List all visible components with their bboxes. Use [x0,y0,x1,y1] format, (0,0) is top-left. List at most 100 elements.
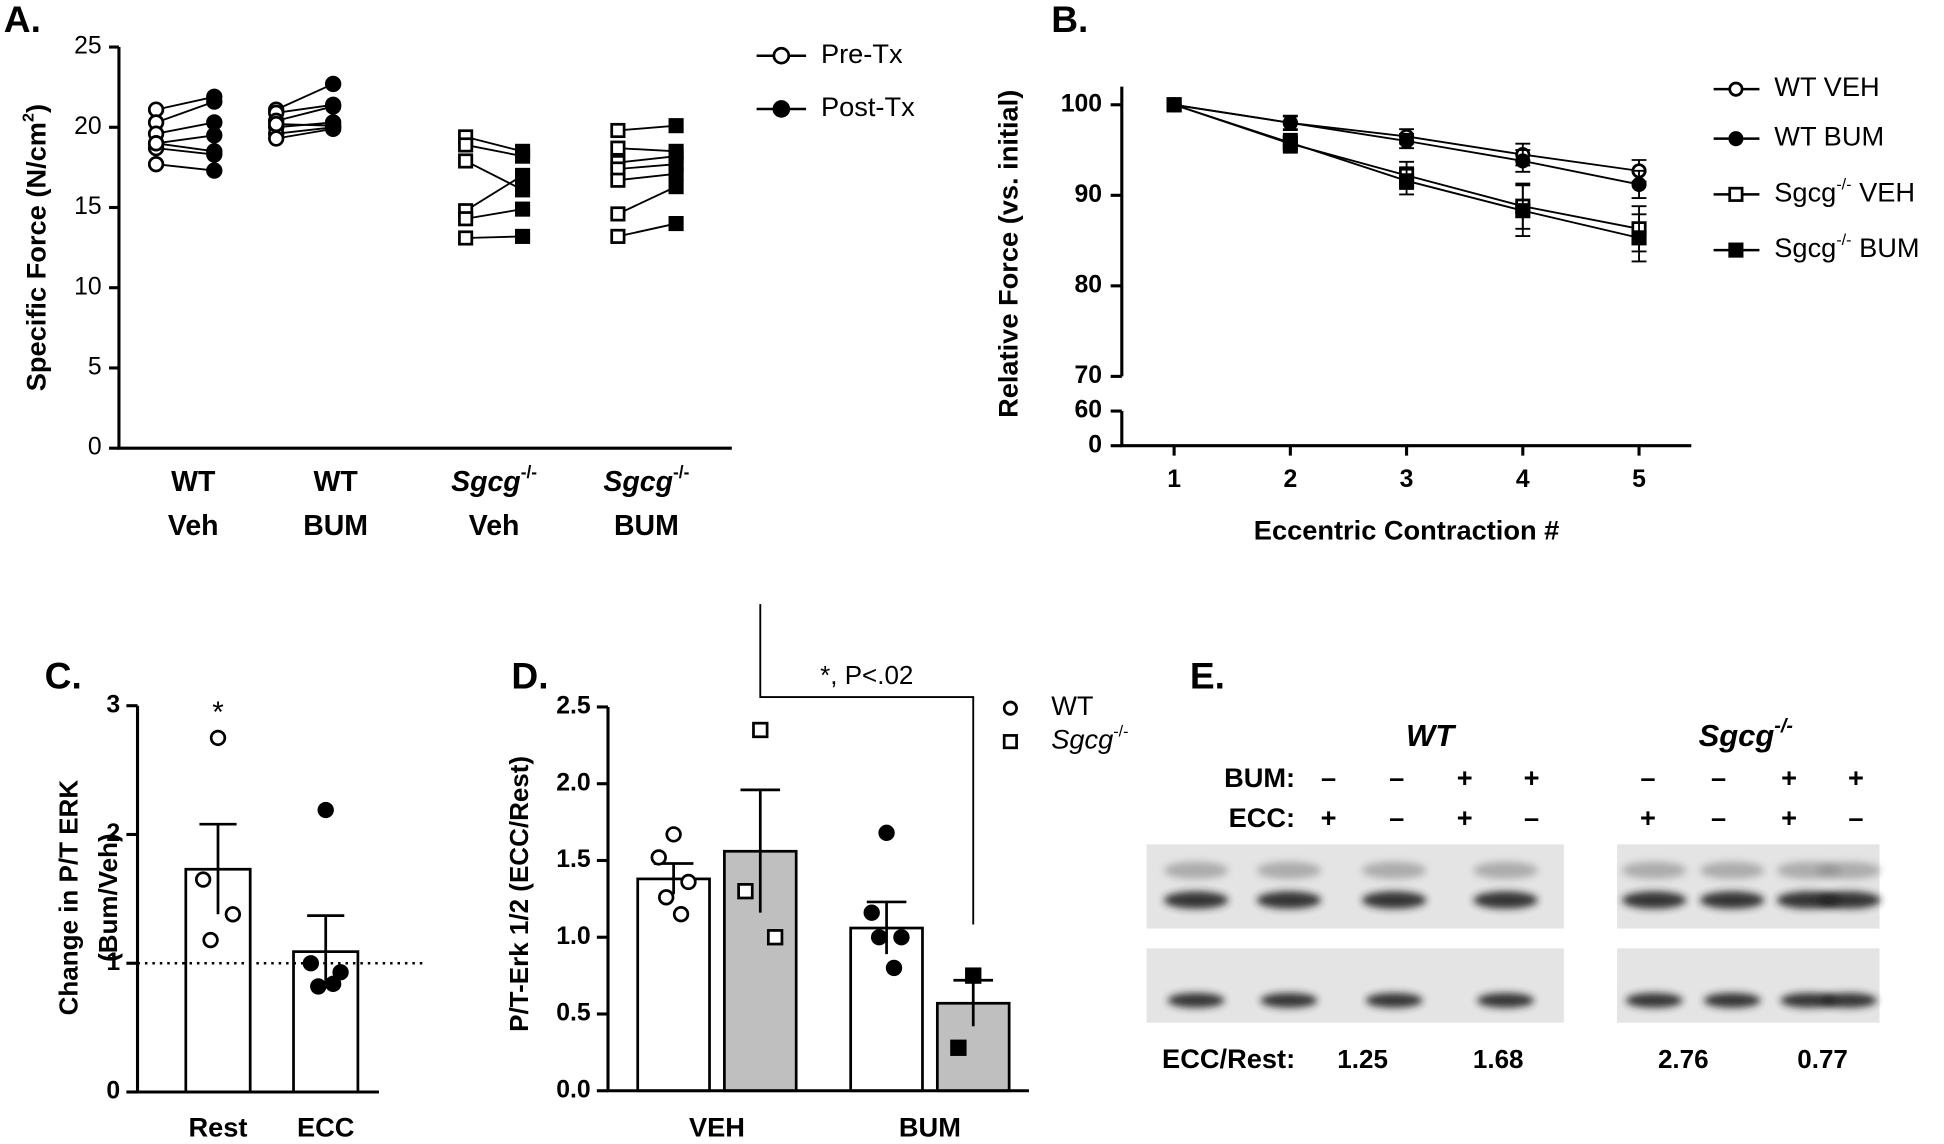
ratio: 0.77 [1797,1044,1848,1074]
band [1820,992,1878,1008]
x-tick-label: 3 [1400,466,1414,493]
treatment-sign: + [1848,762,1864,793]
label-part: WT [1406,718,1457,753]
band [1362,861,1427,880]
group-label: WT [1406,718,1457,753]
marker [268,115,285,133]
band [1473,861,1538,880]
treatment-sign: + [1781,762,1797,793]
pair-line [465,174,524,212]
y-tick-label: 2.5 [556,692,591,719]
marker [1515,203,1531,219]
pair-line [155,147,215,156]
label-part: ) [21,104,52,113]
marker [458,230,474,246]
label-part: WT [171,465,216,497]
pair-line [276,103,334,114]
x-tick-label: BUM [614,510,679,542]
label-part: Sgcg [1699,718,1775,753]
x-tick-label: BUM [899,1111,961,1142]
marker [206,127,223,144]
marker [1631,230,1647,246]
marker [206,143,223,160]
marker [147,135,165,152]
marker [324,975,342,993]
marker [650,849,667,866]
axis [1120,86,1692,448]
marker [332,964,349,981]
marker [1282,115,1298,131]
superscript: 2 [20,113,38,122]
ratio: 1.68 [1473,1044,1524,1074]
y-tick-label: 0 [1088,431,1102,458]
marker [1002,700,1018,716]
treatment-sign: – [1848,802,1863,833]
label-part: Sgcg [1774,232,1836,263]
marker [458,211,474,227]
marker [1728,186,1744,202]
label-part: Sgcg [603,465,673,497]
y-tick-label: 90 [1074,181,1102,208]
superscript: -/- [1836,176,1851,194]
marker [893,929,910,946]
label-part: Sgcg [1051,724,1113,755]
y-axis-label: P/T-Erk 1/2 (ECC/Rest) [504,756,534,1032]
error-bar [740,788,781,913]
band [1256,891,1322,909]
legend-marker [772,46,791,65]
marker [1728,81,1744,97]
error-bar [866,900,907,955]
marker [194,871,212,888]
marker [268,130,285,147]
label: WT VEH [1774,71,1879,102]
pair-line [465,235,523,239]
error-bar [307,914,345,988]
marker [206,162,223,179]
band [1622,891,1687,909]
label: Sgcg-/- BUM [1774,231,1919,263]
treatment-sign: – [1389,762,1404,793]
x-tick-label: Sgcg-/- [603,461,689,497]
marker [610,228,626,244]
y-tick-label: 0.5 [556,1000,591,1027]
label-part: WT [313,465,358,497]
band [1477,992,1535,1008]
y-tick-label: 10 [74,273,102,300]
superscript: -/- [1774,715,1793,737]
pair-line [155,134,215,145]
pair-line [275,83,334,111]
marker [885,959,903,977]
treatment-sign: + [1457,802,1473,833]
label: Specific Force (N/cm2) [20,104,52,391]
x-tick-label: VEH [689,1111,745,1142]
y-axis-label: Change in P/T ERK [54,780,84,1016]
band [1260,992,1318,1008]
pair-line [276,126,334,135]
pair-line [465,160,523,191]
treatment-sign: + [1457,762,1473,793]
pair-line [617,147,677,153]
marker [737,883,754,900]
pair-line [275,105,334,122]
y-tick-label: 1.0 [556,923,590,950]
x-axis-label: Eccentric Contraction # [1254,515,1560,546]
marker [206,93,223,110]
x-tick-label: 5 [1632,466,1646,493]
treatment-sign: + [1321,802,1337,833]
x-tick-label: Veh [469,510,520,542]
marker [752,721,769,739]
pair-line [155,142,215,153]
band [1362,891,1427,909]
marker [324,98,342,115]
pair-line [617,172,677,182]
y-tick-label: 5 [88,354,102,381]
pair-line [155,95,215,111]
panel-label: B. [1051,0,1088,40]
y-tick-label: 0 [106,1078,120,1105]
band [1163,861,1229,880]
label: WT [1051,690,1093,721]
marker [766,929,784,946]
superscript: -/- [521,461,538,481]
row-label: BUM: [1224,762,1295,793]
pair-line [155,121,215,135]
